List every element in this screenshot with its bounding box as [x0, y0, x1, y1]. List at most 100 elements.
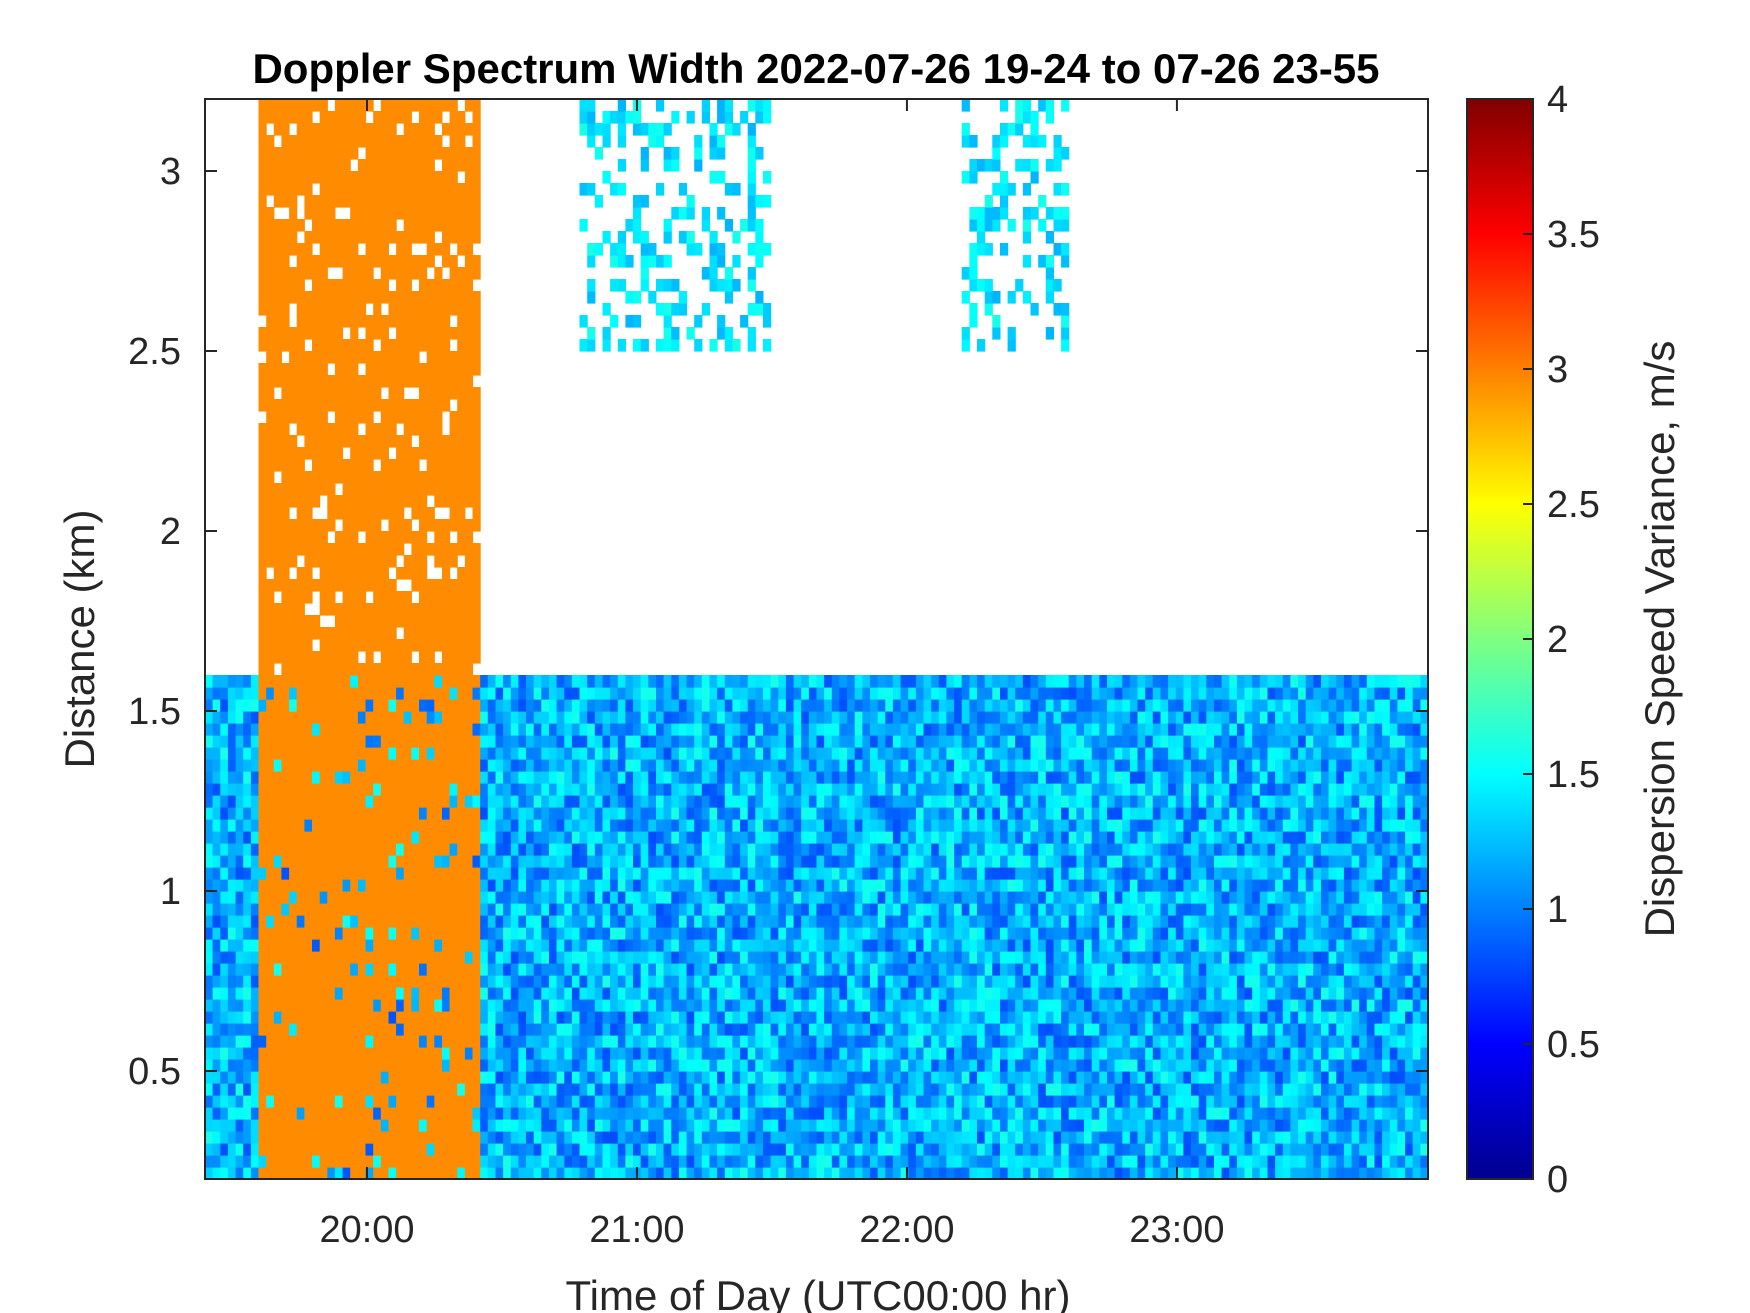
heatmap-cell — [518, 1047, 527, 1060]
heatmap-cell — [533, 723, 542, 736]
heatmap-cell — [457, 1083, 466, 1096]
heatmap-cell — [701, 987, 710, 1000]
heatmap-cell — [617, 111, 626, 124]
heatmap-cell — [556, 771, 565, 784]
heatmap-cell — [671, 807, 680, 820]
heatmap-cell — [602, 891, 611, 904]
heatmap-cell — [533, 1083, 542, 1096]
heatmap-cell — [701, 1107, 710, 1120]
heatmap-cell — [266, 867, 275, 880]
heatmap-cell — [793, 939, 802, 952]
heatmap-cell — [763, 747, 772, 760]
heatmap-cell — [296, 615, 305, 628]
heatmap-cell — [808, 1143, 818, 1156]
heatmap-cell — [816, 963, 825, 976]
heatmap-cell — [281, 99, 290, 112]
heatmap-cell — [464, 1059, 474, 1072]
heatmap-cell — [319, 1155, 328, 1168]
heatmap-cell — [610, 1083, 619, 1096]
heatmap-cell — [556, 1023, 565, 1036]
heatmap-cell — [327, 219, 336, 232]
heatmap-cell — [296, 867, 305, 880]
heatmap-cell — [625, 879, 634, 892]
heatmap-cell — [312, 339, 321, 352]
heatmap-cell — [656, 339, 665, 352]
heatmap-cell — [281, 771, 290, 784]
heatmap-cell — [319, 1083, 328, 1096]
heatmap-cell — [785, 1155, 795, 1168]
heatmap-cell — [793, 807, 802, 820]
heatmap-cell — [732, 903, 741, 916]
heatmap-cell — [495, 699, 504, 712]
heatmap-cell — [549, 1119, 558, 1132]
heatmap-cell — [472, 255, 481, 268]
heatmap-cell — [816, 1047, 825, 1060]
heatmap-cell — [235, 1119, 244, 1132]
heatmap-cell — [472, 327, 481, 340]
heatmap-cell — [212, 1107, 221, 1120]
heatmap-cell — [365, 531, 374, 544]
heatmap-cell — [205, 759, 214, 772]
heatmap-cell — [541, 1071, 550, 1084]
heatmap-cell — [449, 1095, 458, 1108]
heatmap-cell — [495, 1083, 504, 1096]
heatmap-cell — [747, 903, 756, 916]
heatmap-cell — [227, 747, 237, 760]
heatmap-cell — [495, 903, 504, 916]
heatmap-cell — [678, 711, 688, 724]
heatmap-cell — [640, 747, 649, 760]
heatmap-cell — [334, 735, 344, 748]
heatmap-cell — [594, 195, 603, 208]
heatmap-cell — [518, 987, 527, 1000]
heatmap-cell — [342, 1083, 351, 1096]
heatmap-cell — [549, 1083, 558, 1096]
heatmap-cell — [457, 699, 466, 712]
heatmap-cell — [357, 855, 367, 868]
heatmap-cell — [755, 951, 764, 964]
heatmap-cell — [388, 927, 397, 940]
heatmap-cell — [457, 795, 466, 808]
heatmap-cell — [312, 1167, 321, 1180]
heatmap-cell — [487, 711, 496, 724]
heatmap-cell — [396, 279, 405, 292]
heatmap-cell — [434, 771, 443, 784]
heatmap-cell — [327, 843, 336, 856]
heatmap-cell — [365, 975, 374, 988]
heatmap-cell — [304, 543, 313, 556]
heatmap-cell — [617, 711, 626, 724]
heatmap-cell — [342, 471, 351, 484]
heatmap-cell — [839, 951, 848, 964]
heatmap-cell — [457, 303, 466, 316]
heatmap-cell — [518, 735, 527, 748]
heatmap-cell — [289, 219, 298, 232]
heatmap-cell — [403, 759, 412, 772]
heatmap-cell — [701, 1155, 710, 1168]
heatmap-cell — [266, 315, 275, 328]
heatmap-cell — [656, 879, 665, 892]
heatmap-cell — [717, 1119, 726, 1132]
heatmap-cell — [281, 447, 290, 460]
heatmap-cell — [281, 459, 290, 472]
heatmap-cell — [434, 351, 443, 364]
heatmap-cell — [778, 939, 787, 952]
heatmap-cell — [342, 1047, 351, 1060]
heatmap-cell — [755, 783, 764, 796]
heatmap-cell — [419, 255, 428, 268]
heatmap-cell — [327, 1167, 336, 1180]
heatmap-cell — [457, 1107, 466, 1120]
heatmap-cell — [763, 963, 772, 976]
heatmap-cell — [533, 699, 542, 712]
heatmap-cell — [732, 867, 741, 880]
heatmap-cell — [419, 807, 428, 820]
heatmap-cell — [648, 951, 657, 964]
heatmap-cell — [312, 231, 321, 244]
heatmap-cell — [503, 831, 512, 844]
heatmap-cell — [778, 1059, 787, 1072]
heatmap-cell — [793, 927, 802, 940]
heatmap-cell — [250, 1155, 260, 1168]
heatmap-cell — [449, 435, 458, 448]
heatmap-cell — [785, 1119, 795, 1132]
heatmap-cell — [487, 723, 496, 736]
heatmap-cell — [227, 819, 237, 832]
heatmap-cell — [579, 771, 588, 784]
